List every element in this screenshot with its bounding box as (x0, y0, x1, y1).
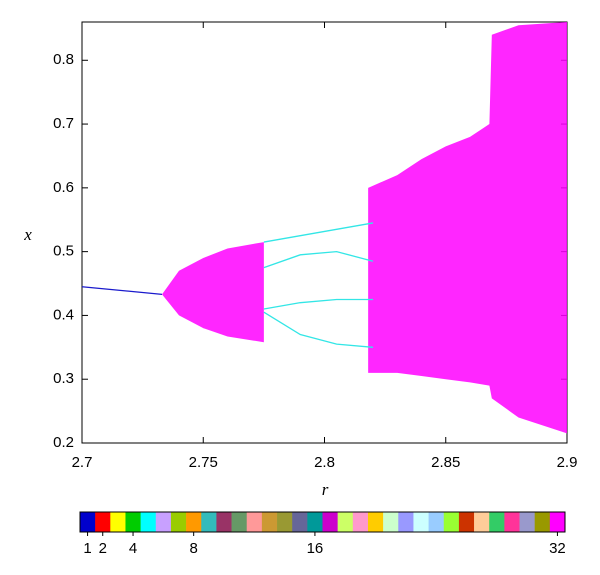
y-tick-label: 0.6 (53, 179, 74, 196)
orbit-branch (263, 222, 374, 243)
colorbar-tick-label: 1 (83, 540, 91, 557)
colorbar-cell (504, 512, 520, 532)
colorbar-frame (79, 511, 566, 533)
colorbar-cell (458, 512, 475, 532)
colorbar-tick-label: 32 (549, 540, 566, 557)
colorbar-cell (231, 512, 248, 532)
colorbar-cell (337, 512, 354, 532)
colorbar-cell (125, 512, 141, 532)
colorbar-cell (428, 512, 445, 532)
colorbar-cell (322, 512, 338, 532)
colorbar-cell (398, 512, 414, 532)
colorbar-cell (367, 512, 384, 532)
colorbar-cell (261, 512, 278, 532)
y-tick-label: 0.7 (53, 115, 74, 132)
y-tick-label: 0.4 (53, 306, 74, 323)
colorbar-cell (201, 512, 217, 532)
colorbar-cell (489, 512, 505, 532)
colorbar-cell (95, 512, 111, 532)
y-tick-label: 0.3 (53, 370, 74, 387)
colorbar-cell (549, 512, 566, 532)
x-tick-label: 2.85 (431, 454, 460, 471)
x-tick-label: 2.9 (557, 454, 578, 471)
colorbar-cell (155, 512, 172, 532)
colorbar-tick-label: 4 (129, 540, 137, 557)
chaotic-band (368, 22, 567, 434)
colorbar-tick-label: 2 (99, 540, 107, 557)
y-tick-label: 0.5 (53, 243, 74, 260)
colorbar-cell (443, 512, 460, 532)
orbit-branch (81, 286, 163, 296)
colorbar-cell (413, 512, 429, 532)
colorbar-cell (292, 512, 308, 532)
colorbar-cell (110, 512, 126, 532)
colorbar-cell (80, 512, 96, 532)
colorbar-tick-label: 8 (190, 540, 198, 557)
orbit-branch (263, 250, 374, 269)
colorbar-cell (246, 512, 263, 532)
colorbar-cell (519, 512, 535, 532)
colorbar-cell (383, 512, 399, 532)
colorbar-cell (352, 512, 369, 532)
x-axis-label: r (322, 480, 329, 499)
x-tick-label: 2.7 (72, 454, 93, 471)
colorbar-cell (216, 512, 232, 532)
colorbar-cell (140, 512, 157, 532)
y-tick-label: 0.2 (53, 434, 74, 451)
colorbar-cell (277, 512, 293, 532)
y-axis-label: x (23, 225, 32, 244)
orbit-branch (263, 311, 374, 348)
colorbar-cell (186, 512, 202, 532)
x-tick-label: 2.75 (189, 454, 218, 471)
chaotic-band (162, 242, 264, 343)
x-tick-label: 2.8 (314, 454, 335, 471)
y-tick-label: 0.8 (53, 51, 74, 68)
colorbar-cell (170, 512, 187, 532)
colorbar-cell (474, 512, 490, 532)
orbit-branch (263, 298, 373, 310)
colorbar-cell (534, 512, 551, 532)
colorbar-cell (307, 512, 323, 532)
colorbar-tick-label: 16 (307, 540, 324, 557)
